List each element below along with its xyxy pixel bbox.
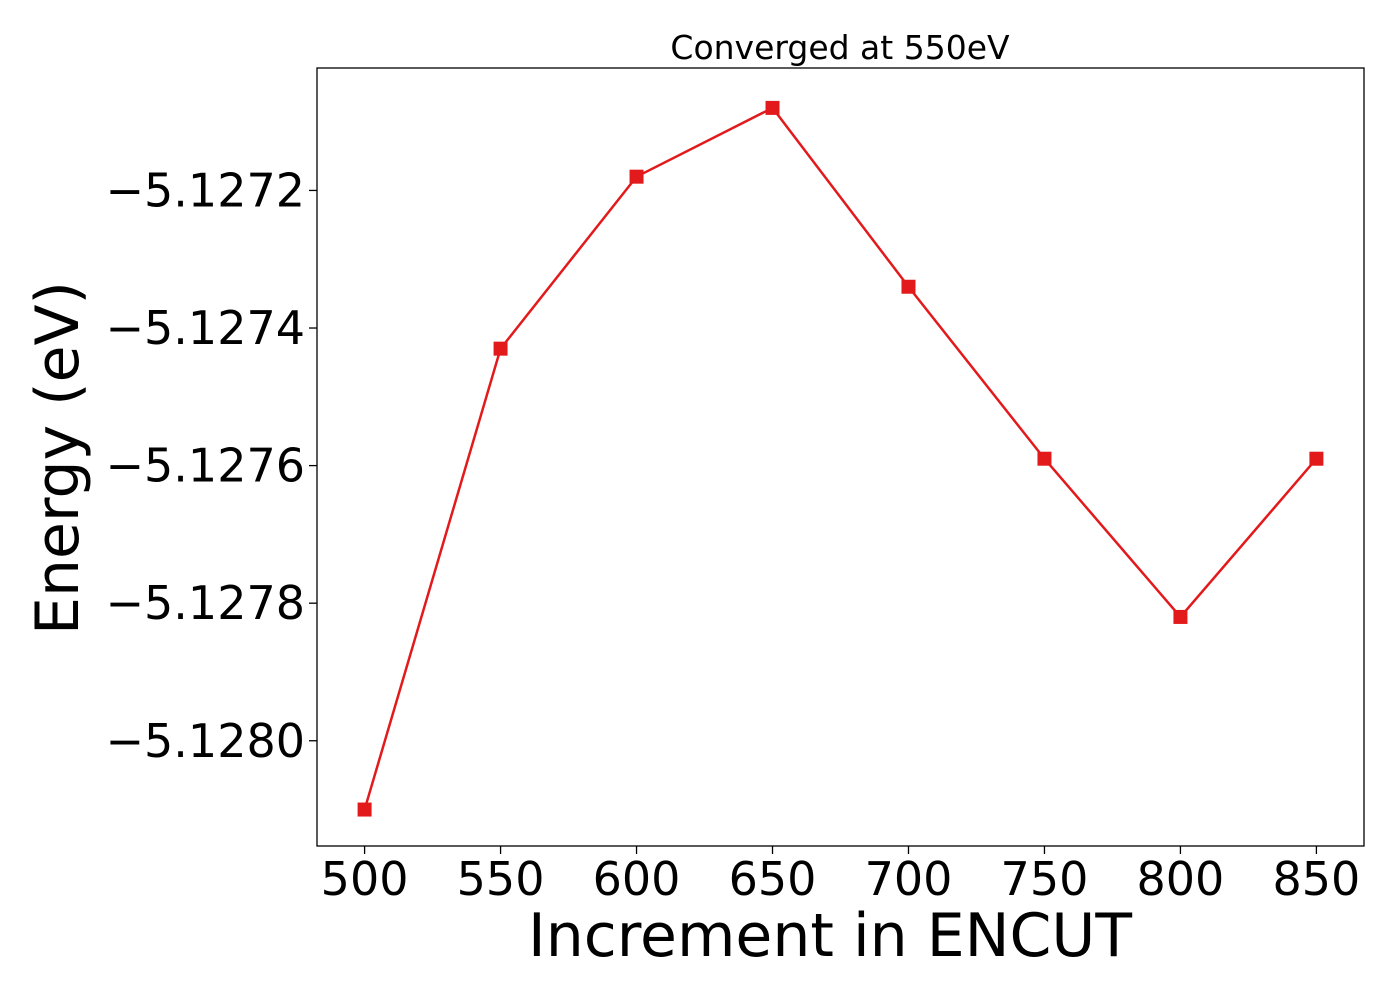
x-tick-label: 850: [1273, 852, 1361, 906]
x-tick-label: 650: [729, 852, 817, 906]
data-point: [1309, 451, 1324, 466]
data-point: [357, 802, 372, 817]
x-tick-label: 500: [321, 852, 409, 906]
data-point: [901, 279, 916, 294]
x-tick-label: 550: [457, 852, 545, 906]
data-point: [493, 341, 508, 356]
data-point: [629, 169, 644, 184]
x-tick-label: 600: [593, 852, 681, 906]
y-tick-label: −5.1278: [106, 576, 306, 630]
y-tick-label: −5.1280: [106, 714, 306, 768]
data-point: [1173, 609, 1188, 624]
chart-title: Converged at 550eV: [670, 28, 1010, 67]
x-axis-label: Increment in ENCUT: [528, 901, 1132, 971]
y-tick-label: −5.1274: [106, 301, 306, 355]
y-tick-label: −5.1276: [106, 439, 306, 493]
y-axis: −5.1272 −5.1274 −5.1276 −5.1278 −5.1280: [106, 163, 317, 768]
y-tick-label: −5.1272: [106, 163, 306, 217]
series-group: [357, 100, 1324, 817]
x-axis: 500 550 600 650 700 750 800 850: [321, 846, 1361, 906]
data-point: [1037, 451, 1052, 466]
x-tick-label: 800: [1137, 852, 1225, 906]
y-axis-label: Energy (eV): [23, 281, 93, 635]
x-tick-label: 700: [865, 852, 953, 906]
plot-area-frame: [316, 67, 1365, 847]
data-point: [765, 100, 780, 115]
x-tick-label: 750: [1001, 852, 1089, 906]
series-line: [363, 106, 1318, 810]
